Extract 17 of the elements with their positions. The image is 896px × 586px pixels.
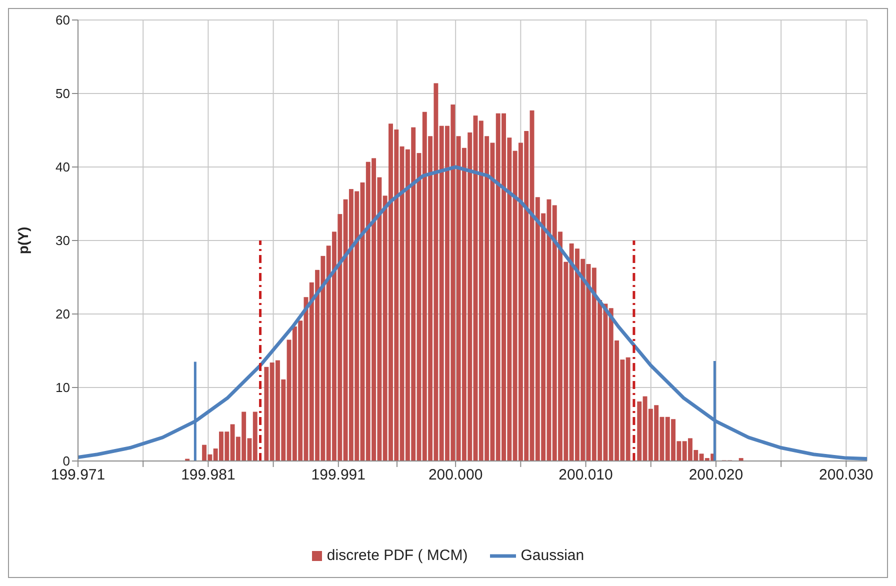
legend-label: Gaussian bbox=[520, 547, 584, 564]
y-tick-label: 10 bbox=[56, 380, 70, 396]
y-tick-label: 30 bbox=[56, 233, 70, 248]
legend-label: discrete PDF ( MCM) bbox=[326, 547, 468, 564]
x-tick-label: 199.981 bbox=[181, 466, 236, 484]
y-tick-label: 20 bbox=[56, 306, 70, 322]
x-tick-label: 200.010 bbox=[558, 466, 613, 484]
y-tick-label: 0 bbox=[62, 454, 70, 469]
y-axis-title: p(Y) bbox=[14, 226, 31, 254]
x-tick-label: 200.020 bbox=[688, 466, 744, 484]
x-tick-label: 200.000 bbox=[428, 466, 483, 484]
x-tick-label: 200.030 bbox=[819, 466, 874, 484]
y-tick-label: 50 bbox=[56, 86, 70, 102]
y-tick-label: 60 bbox=[56, 12, 70, 28]
x-tick-label: 199.971 bbox=[50, 466, 106, 484]
y-tick-label: 40 bbox=[56, 160, 70, 175]
x-tick-label: 199.991 bbox=[311, 466, 366, 484]
